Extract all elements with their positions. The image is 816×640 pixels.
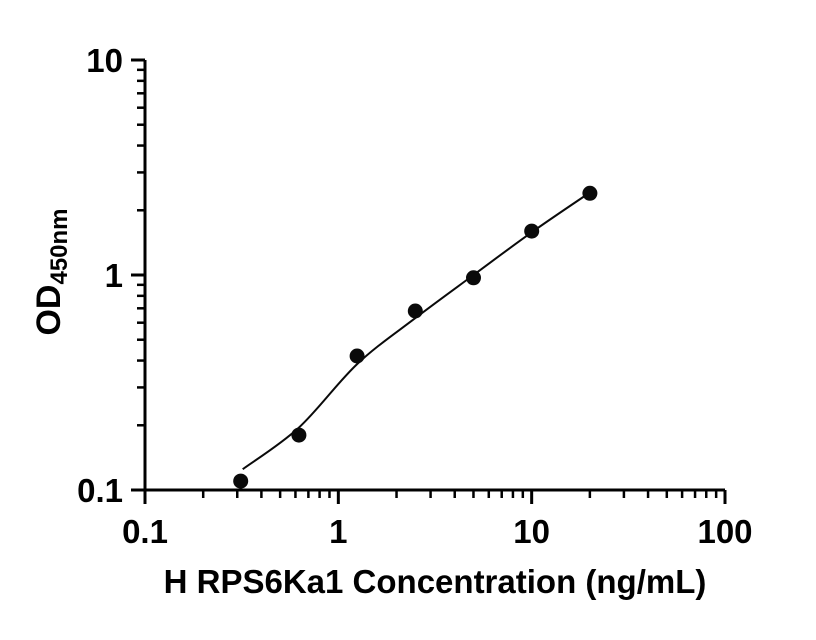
y-tick-label: 0.1	[77, 472, 123, 509]
data-point	[407, 303, 423, 319]
y-tick-label: 10	[86, 42, 123, 79]
x-tick-label: 1	[329, 513, 347, 550]
data-point	[233, 473, 249, 489]
x-axis-title: H RPS6Ka1 Concentration (ng/mL)	[163, 563, 707, 600]
data-point	[524, 223, 540, 239]
x-tick-label: 0.1	[122, 513, 168, 550]
data-point	[291, 427, 307, 443]
y-axis-title: OD450nm	[30, 208, 74, 335]
x-tick-label: 10	[513, 513, 550, 550]
data-point	[349, 348, 365, 364]
y-axis-title-main: OD	[30, 284, 68, 336]
data-point	[582, 185, 598, 201]
y-axis-title-subscript: 450nm	[46, 208, 73, 285]
data-point	[466, 270, 481, 286]
y-tick-label: 1	[105, 257, 123, 294]
x-tick-label: 100	[697, 513, 752, 550]
